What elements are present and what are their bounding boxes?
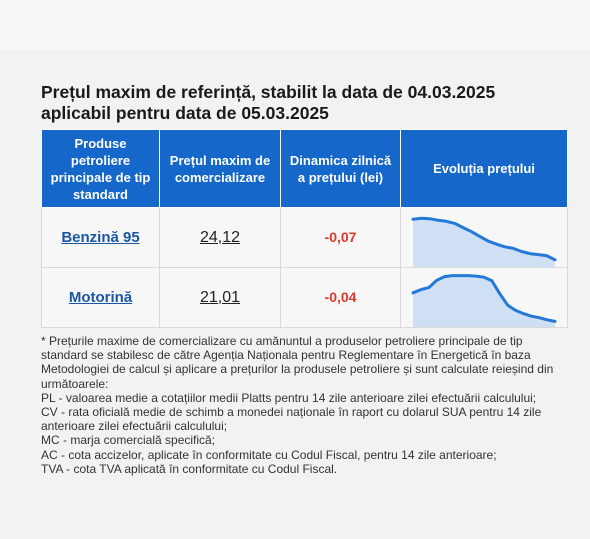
price-cell: 24,12 — [159, 207, 281, 268]
price-value: 24,12 — [199, 228, 241, 246]
table-header-row: Produse petroliere principale de tip sta… — [41, 129, 568, 208]
sparkline-line — [411, 216, 557, 261]
footnote-tva: TVA - cota TVA aplicată în conformitate … — [41, 461, 338, 476]
dynamic-value: -0,04 — [324, 288, 357, 305]
product-link-motorina[interactable]: Motorină — [68, 288, 133, 306]
product-cell: Motorină — [41, 267, 160, 328]
title-line-1: Prețul maxim de referință, stabilit la d… — [41, 82, 496, 102]
header-products: Produse petroliere principale de tip sta… — [41, 129, 160, 208]
footnote-pl: PL - valoarea medie a cotațiilor medii P… — [41, 390, 537, 405]
sparkline-benzina-95 — [411, 216, 557, 267]
footnote-mc: MC - marja comercială specifică; — [41, 433, 216, 448]
product-cell: Benzină 95 — [41, 207, 160, 268]
footnote-cv: CV - rata oficială medie de schimb a mon… — [41, 405, 542, 434]
header-max-price: Prețul maxim de comercializare — [159, 129, 281, 208]
price-table: Produse petroliere principale de tip sta… — [41, 129, 568, 328]
footnote: * Prețurile maxime de comercializare cu … — [41, 334, 567, 476]
sparkline-area — [413, 217, 555, 267]
evolution-cell — [400, 207, 568, 268]
evolution-cell — [400, 267, 568, 328]
dynamic-cell: -0,04 — [280, 267, 401, 328]
sparkline-motorina — [411, 273, 557, 327]
header-daily-dynamic: Dinamica zilnică a prețului (lei) — [280, 129, 401, 208]
price-value: 21,01 — [199, 288, 241, 306]
price-cell: 21,01 — [159, 267, 281, 328]
page-title: Prețul maxim de referință, stabilit la d… — [41, 82, 571, 124]
sparkline-area — [413, 275, 555, 327]
dynamic-value: -0,07 — [324, 228, 357, 245]
table-row: Motorină 21,01 -0,04 — [41, 267, 568, 328]
table-row: Benzină 95 24,12 -0,07 — [41, 207, 568, 268]
footnote-intro: * Prețurile maxime de comercializare cu … — [41, 334, 554, 391]
header-price-evolution: Evoluția prețului — [400, 129, 568, 208]
product-link-benzina-95[interactable]: Benzină 95 — [61, 228, 140, 246]
title-line-2: aplicabil pentru data de 05.03.2025 — [41, 103, 329, 123]
sparkline-line — [411, 273, 557, 323]
top-band — [0, 0, 590, 50]
footnote-ac: AC - cota accizelor, aplicate în conform… — [41, 447, 497, 462]
dynamic-cell: -0,07 — [280, 207, 401, 268]
